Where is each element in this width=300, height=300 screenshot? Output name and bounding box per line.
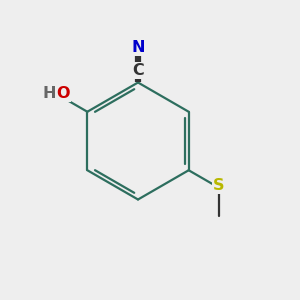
Text: H: H [42,86,56,101]
Text: N: N [131,40,145,55]
Text: C: C [132,63,144,78]
Text: O: O [56,86,70,101]
Text: S: S [213,178,224,193]
